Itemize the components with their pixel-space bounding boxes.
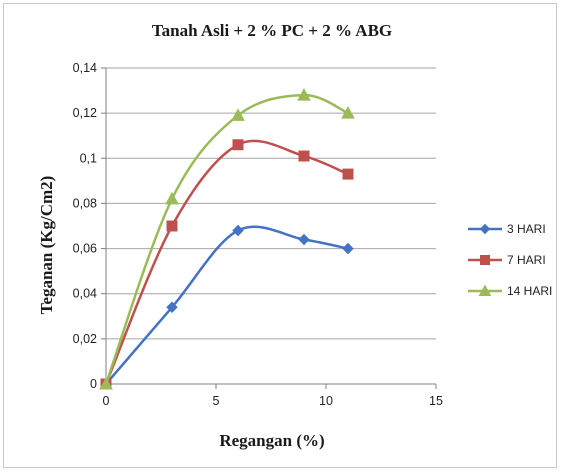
legend-label: 14 HARI — [507, 284, 552, 298]
data-point — [166, 301, 178, 313]
series-3-hari — [100, 224, 354, 390]
x-tick-label: 5 — [213, 394, 220, 408]
y-tick-label: 0,14 — [73, 61, 97, 75]
y-tick-label: 0,1 — [80, 151, 97, 165]
x-tick-label: 0 — [103, 394, 110, 408]
data-point — [342, 168, 354, 180]
x-tick-label: 15 — [429, 394, 443, 408]
legend-marker — [480, 255, 490, 265]
y-tick-label: 0,06 — [73, 242, 97, 256]
legend-label: 7 HARI — [507, 253, 546, 267]
series-14-hari — [99, 88, 355, 390]
data-point — [232, 139, 244, 151]
data-point — [298, 150, 310, 162]
data-point — [165, 191, 179, 205]
y-tick-label: 0,08 — [73, 196, 97, 210]
data-point — [99, 376, 113, 390]
data-point — [342, 242, 354, 255]
data-point — [232, 224, 244, 237]
chart-frame — [3, 3, 557, 468]
chart-title: Tanah Asli + 2 % PC + 2 % ABG — [152, 21, 392, 40]
legend-item: 7 HARI — [468, 253, 546, 267]
legend-marker — [478, 284, 492, 296]
data-point — [297, 88, 311, 101]
series-7-hari — [100, 139, 354, 390]
legend-marker — [479, 223, 491, 235]
y-tick-label: 0,02 — [73, 332, 97, 346]
y-tick-label: 0,04 — [73, 287, 97, 301]
legend-item: 3 HARI — [468, 222, 546, 236]
x-axis-title: Regangan (%) — [219, 431, 324, 450]
x-tick-label: 10 — [319, 394, 333, 408]
data-point — [298, 233, 310, 246]
data-point — [166, 220, 178, 232]
legend-item: 14 HARI — [468, 284, 552, 298]
y-axis-title: Teganan (Kg/Cm2) — [37, 176, 56, 315]
data-point — [231, 108, 245, 121]
data-point — [341, 106, 355, 119]
y-tick-label: 0,12 — [73, 106, 97, 120]
y-tick-label: 0 — [90, 377, 97, 391]
legend-label: 3 HARI — [507, 222, 546, 236]
series-line — [104, 139, 349, 385]
series-line — [105, 225, 349, 385]
